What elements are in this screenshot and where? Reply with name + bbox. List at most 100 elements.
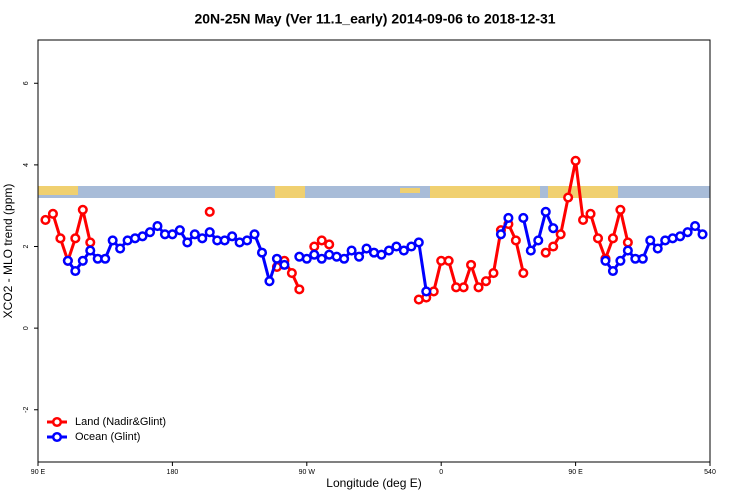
data-point	[77, 204, 88, 215]
data-point	[174, 225, 185, 236]
x-tick-label: 0	[439, 469, 443, 476]
y-tick-label: 0	[23, 326, 30, 330]
data-point	[548, 241, 559, 252]
data-point	[443, 255, 454, 266]
data-point	[600, 255, 611, 266]
x-tick-label: 90 W	[299, 469, 316, 476]
data-point	[70, 265, 81, 277]
y-axis-label: XCO2 - MLO trend (ppm)	[1, 184, 15, 319]
data-point	[607, 265, 618, 277]
data-point	[622, 245, 633, 256]
data-point	[189, 229, 200, 240]
data-point	[286, 267, 297, 279]
data-point	[525, 245, 536, 256]
data-point	[137, 231, 148, 242]
chart-title: 20N-25N May (Ver 11.1_early) 2014-09-06 …	[194, 11, 555, 27]
data-point	[264, 276, 275, 287]
data-point	[40, 214, 51, 226]
data-point	[301, 253, 312, 264]
map-land	[38, 186, 618, 198]
data-point	[398, 245, 409, 256]
data-point	[204, 227, 215, 238]
data-point	[339, 253, 350, 264]
data-point	[466, 259, 477, 270]
data-point	[585, 208, 596, 219]
y-tick-label: 4	[23, 163, 30, 167]
y-tick-label: 6	[23, 81, 30, 85]
map-strip	[38, 186, 710, 198]
data-point	[376, 249, 387, 260]
data-point	[144, 227, 156, 238]
data-point	[346, 245, 357, 256]
data-point	[354, 251, 365, 262]
data-point	[309, 241, 320, 252]
data-point	[607, 233, 618, 244]
data-point	[271, 253, 282, 264]
data-point	[107, 235, 118, 246]
data-point	[682, 227, 693, 238]
data-point	[503, 212, 514, 223]
data-point	[47, 208, 58, 219]
data-point	[578, 214, 589, 226]
data-point	[324, 239, 335, 250]
x-tick-label: 90 E	[568, 469, 583, 476]
data-point	[152, 221, 163, 232]
legend-marker	[51, 416, 63, 428]
y-tick-label: 2	[23, 244, 30, 248]
data-point	[458, 282, 469, 293]
data-point	[316, 235, 327, 246]
data-point	[316, 253, 327, 264]
legend-marker	[51, 431, 63, 443]
data-point	[115, 243, 126, 254]
data-point	[540, 206, 551, 217]
data-point	[615, 204, 626, 215]
data-point	[182, 237, 193, 248]
data-point	[637, 253, 648, 264]
data-point	[622, 237, 633, 248]
data-point	[361, 243, 372, 254]
data-point	[540, 247, 551, 258]
data-point	[406, 241, 417, 252]
plot-frame	[37, 39, 711, 463]
data-point	[510, 235, 521, 246]
data-point	[563, 192, 574, 203]
data-point	[55, 233, 66, 244]
data-point	[548, 223, 559, 234]
data-point	[518, 267, 529, 279]
data-point	[77, 255, 88, 266]
data-point	[85, 245, 96, 256]
data-point	[533, 235, 544, 246]
x-tick-label: 180	[167, 469, 179, 476]
data-point	[249, 229, 260, 240]
data-point	[555, 229, 566, 240]
data-point	[383, 245, 394, 256]
x-tick-label: 90 E	[31, 469, 46, 476]
data-point	[421, 286, 432, 297]
data-point	[294, 284, 305, 295]
data-point	[690, 221, 701, 232]
y-tick-label: -2	[23, 407, 30, 413]
x-tick-label: 540	[704, 469, 716, 476]
data-point	[645, 235, 656, 246]
data-point	[100, 253, 111, 264]
data-point	[570, 155, 581, 166]
data-point	[413, 237, 424, 248]
data-point	[480, 276, 492, 287]
data-point	[227, 231, 238, 242]
data-point	[391, 241, 402, 252]
data-point	[518, 212, 529, 223]
legend-label: Ocean (Glint)	[75, 431, 140, 443]
data-point	[279, 259, 290, 270]
data-point	[592, 233, 604, 244]
data-point	[219, 235, 230, 246]
data-point	[197, 233, 208, 244]
data-point	[85, 237, 96, 248]
data-point	[70, 233, 81, 244]
data-point	[256, 247, 268, 258]
data-point	[615, 255, 626, 266]
data-point	[495, 229, 506, 240]
data-point	[488, 267, 499, 279]
data-point	[62, 255, 73, 266]
